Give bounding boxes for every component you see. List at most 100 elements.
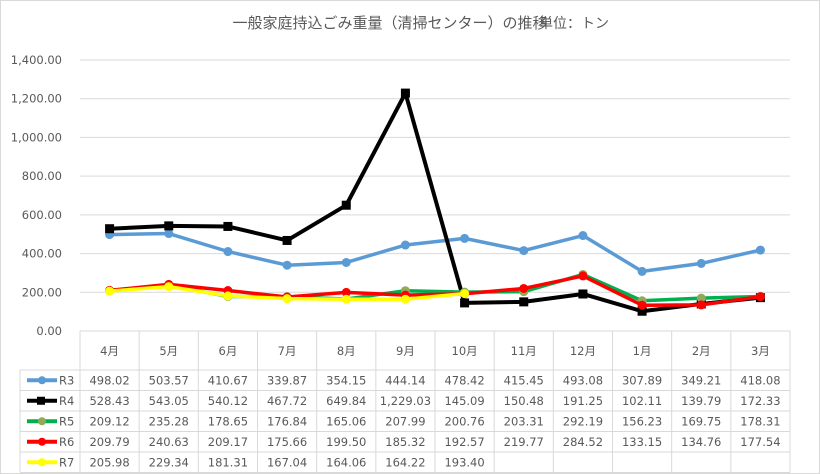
data-point-R4 xyxy=(282,235,292,245)
y-tick-label: 600.00 xyxy=(22,208,62,222)
unit-label: 単位：トン xyxy=(539,16,609,32)
data-point-R3 xyxy=(755,245,765,255)
data-cell: 498.02 xyxy=(89,373,129,387)
x-category-label: 3月 xyxy=(751,344,770,358)
data-cell: 199.50 xyxy=(326,435,366,449)
data-point-R4 xyxy=(519,297,529,307)
legend-label-R7: R7 xyxy=(59,455,74,469)
data-point-R4 xyxy=(105,224,115,234)
data-cell: 207.99 xyxy=(385,414,425,428)
chart-title: 一般家庭持込ごみ重量（清掃センター）の推移 xyxy=(232,14,547,32)
series-line-R4 xyxy=(109,91,761,314)
data-cell: 169.75 xyxy=(681,414,721,428)
data-point-R7 xyxy=(282,294,292,304)
data-cell: 139.79 xyxy=(681,394,721,408)
y-tick-label: 200.00 xyxy=(22,285,62,299)
x-category-label: 8月 xyxy=(337,344,356,358)
data-point-R7 xyxy=(223,291,233,301)
data-cell: 172.33 xyxy=(740,394,780,408)
data-cell: 543.05 xyxy=(149,394,189,408)
data-cell: 292.19 xyxy=(563,414,603,428)
data-point-R3 xyxy=(637,266,647,276)
data-cell: 191.25 xyxy=(563,394,603,408)
data-cell: 209.12 xyxy=(89,414,129,428)
data-cell: 150.48 xyxy=(504,394,544,408)
data-cell: 192.57 xyxy=(444,435,484,449)
data-point-R4 xyxy=(400,88,410,98)
legend-marker-R6 xyxy=(38,437,46,446)
data-cell: 478.42 xyxy=(444,373,484,387)
data-point-R3 xyxy=(578,231,588,241)
data-point-R6 xyxy=(519,283,529,293)
data-cell: 219.77 xyxy=(504,435,544,449)
y-tick-label: 1,200.00 xyxy=(11,92,62,106)
data-point-R3 xyxy=(341,257,351,267)
x-category-label: 11月 xyxy=(511,344,537,358)
data-cell: 156.23 xyxy=(622,414,662,428)
data-cell: 339.87 xyxy=(267,373,307,387)
legend-marker-R7 xyxy=(38,458,46,467)
data-cell: 200.76 xyxy=(444,414,484,428)
data-point-R4 xyxy=(341,200,351,210)
data-cell: 145.09 xyxy=(444,394,484,408)
data-cell: 649.84 xyxy=(326,394,366,408)
data-cell: 178.65 xyxy=(208,414,248,428)
data-cell: 1,229.03 xyxy=(380,394,431,408)
data-point-R6 xyxy=(578,271,588,281)
data-point-R4 xyxy=(164,221,174,231)
x-category-label: 10月 xyxy=(452,344,478,358)
data-cell: 134.76 xyxy=(681,435,721,449)
y-tick-label: 1,400.00 xyxy=(11,53,62,67)
data-cell: 209.79 xyxy=(89,435,129,449)
legend-label-R3: R3 xyxy=(59,373,74,387)
data-point-R7 xyxy=(400,294,410,304)
data-cell: 167.04 xyxy=(267,455,307,469)
x-category-label: 4月 xyxy=(100,344,119,358)
data-point-R7 xyxy=(341,294,351,304)
data-cell: 193.40 xyxy=(444,455,484,469)
data-point-R7 xyxy=(460,289,470,299)
data-cell: 410.67 xyxy=(208,373,248,387)
data-cell: 284.52 xyxy=(563,435,603,449)
data-cell: 176.84 xyxy=(267,414,307,428)
data-point-R7 xyxy=(164,282,174,292)
data-point-R3 xyxy=(696,258,706,268)
data-point-R3 xyxy=(400,240,410,250)
legend-label-R5: R5 xyxy=(59,414,74,428)
data-point-R6 xyxy=(341,287,351,297)
data-point-R3 xyxy=(460,233,470,243)
data-cell: 467.72 xyxy=(267,394,307,408)
data-cell: 175.66 xyxy=(267,435,307,449)
data-cell: 133.15 xyxy=(622,435,662,449)
legend-marker-R5 xyxy=(38,417,46,426)
data-point-R3 xyxy=(282,260,292,270)
data-cell: 164.22 xyxy=(385,455,425,469)
y-tick-label: 0.00 xyxy=(36,324,62,338)
data-cell: 540.12 xyxy=(208,394,248,408)
data-point-R3 xyxy=(519,246,529,256)
y-tick-label: 1,000.00 xyxy=(11,130,62,144)
data-cell: 349.21 xyxy=(681,373,721,387)
data-cell: 235.28 xyxy=(149,414,189,428)
data-cell: 205.98 xyxy=(89,455,129,469)
legend-label-R4: R4 xyxy=(59,394,74,408)
data-point-R4 xyxy=(460,298,470,308)
x-category-label: 6月 xyxy=(219,344,238,358)
x-category-label: 1月 xyxy=(633,344,652,358)
legend-label-R6: R6 xyxy=(59,435,74,449)
legend-marker-R4 xyxy=(37,396,45,405)
data-point-R4 xyxy=(578,289,588,299)
y-tick-label: 400.00 xyxy=(22,247,62,261)
series-line-R3 xyxy=(109,231,761,274)
data-point-R6 xyxy=(755,292,765,302)
data-cell: 418.08 xyxy=(740,373,780,387)
data-cell: 181.31 xyxy=(208,455,248,469)
series-line-R6 xyxy=(109,274,761,307)
data-point-R3 xyxy=(164,229,174,239)
y-tick-label: 800.00 xyxy=(22,169,62,183)
data-point-R5 xyxy=(696,293,706,303)
data-cell: 444.14 xyxy=(385,373,425,387)
legend-marker-R3 xyxy=(38,376,46,385)
